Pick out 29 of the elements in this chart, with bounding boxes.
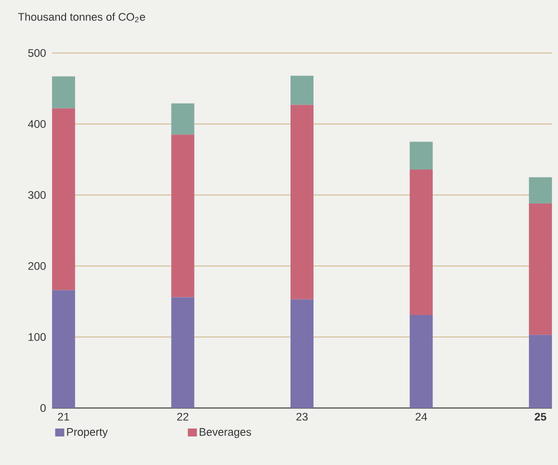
- bar: [410, 314, 433, 408]
- bar: [528, 204, 552, 335]
- legend-label: Beverages: [200, 428, 252, 438]
- legend-label: Property: [67, 428, 108, 438]
- x-tick-label: 25: [534, 412, 546, 421]
- bar: [52, 290, 76, 408]
- bar: [171, 103, 194, 135]
- y-axis-title: Thousand tonnes of CO$_{2}$e: [18, 12, 146, 22]
- x-tick-label: 22: [177, 412, 188, 421]
- bar: [528, 334, 552, 408]
- bar: [52, 108, 76, 290]
- x-tick-label: 24: [416, 412, 428, 421]
- bar: [52, 76, 76, 108]
- bar: [410, 142, 433, 170]
- bar: [290, 104, 314, 300]
- y-tick-label: 300: [28, 191, 46, 199]
- y-tick-label: 0: [40, 404, 46, 412]
- bar: [528, 177, 552, 204]
- y-tick-label: 100: [28, 333, 46, 341]
- y-tick-label: 200: [28, 262, 46, 270]
- bar: [410, 169, 433, 315]
- x-tick-label: 21: [58, 412, 70, 421]
- bar: [171, 297, 194, 408]
- bar: [290, 299, 314, 408]
- y-tick-label: 400: [28, 120, 46, 128]
- bar: [290, 76, 314, 105]
- x-tick-label: 23: [296, 412, 308, 421]
- y-tick-label: 500: [28, 49, 46, 57]
- bar: [171, 134, 194, 298]
